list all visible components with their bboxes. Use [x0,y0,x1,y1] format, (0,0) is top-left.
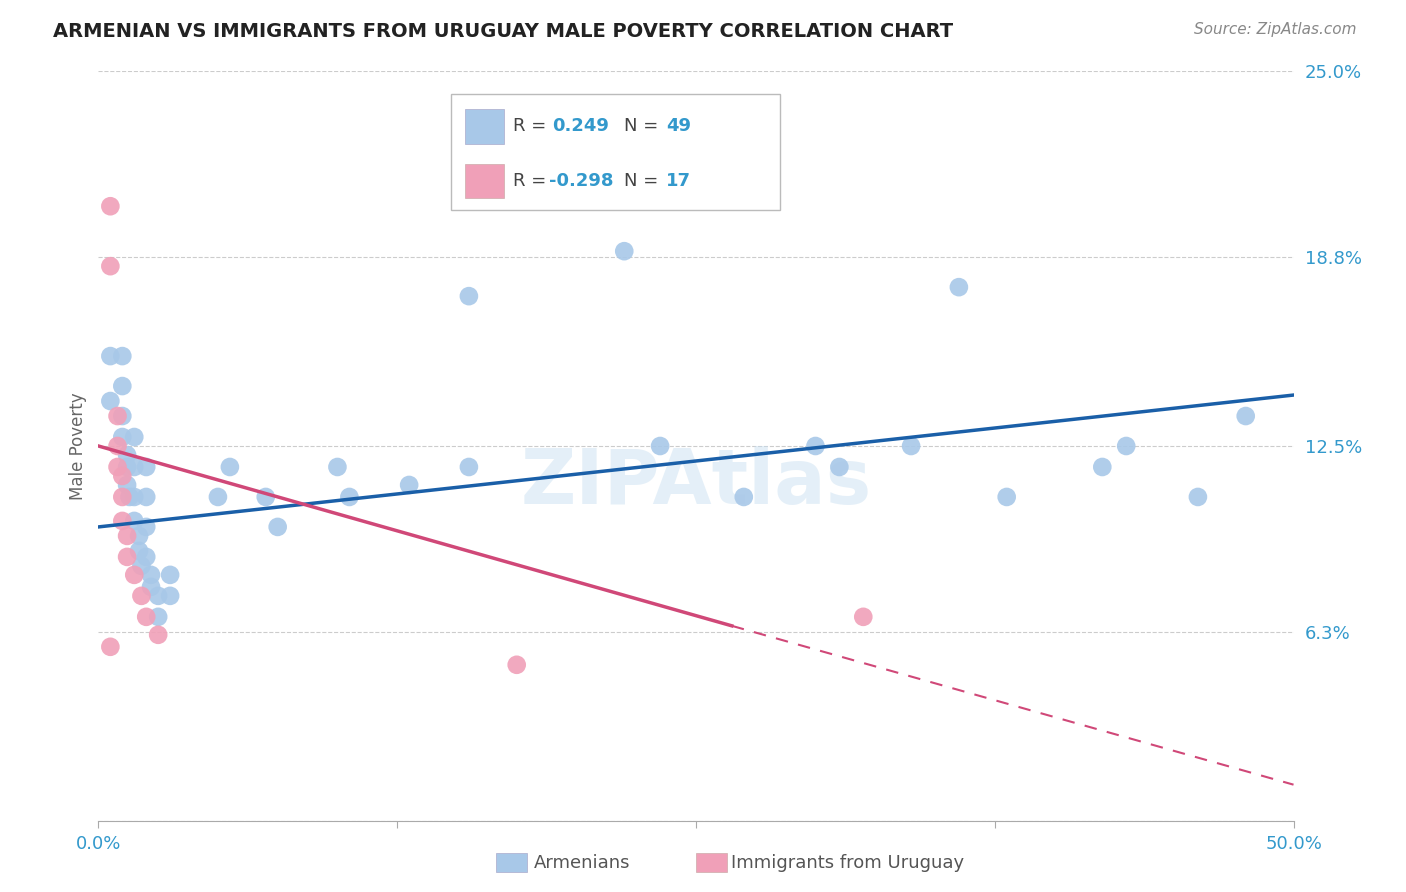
FancyBboxPatch shape [451,94,780,210]
Point [98,259,122,273]
Point [613,244,636,259]
Point [995,490,1018,504]
Text: N =: N = [624,172,658,190]
Point [128,529,150,543]
Point [128,544,150,558]
Point [458,289,481,303]
Point [124,430,146,444]
Text: 0.249: 0.249 [553,118,609,136]
FancyBboxPatch shape [465,163,503,198]
Point [115,448,138,462]
Point [900,439,922,453]
Text: -0.298: -0.298 [548,172,613,190]
Point [111,430,134,444]
Point [398,478,420,492]
Text: 49: 49 [666,118,692,136]
Point [98,199,122,213]
Point [948,280,970,294]
Text: 17: 17 [666,172,692,190]
Point [506,657,529,672]
Point [107,460,129,475]
Point [135,460,157,475]
Point [124,460,146,475]
Point [115,460,138,475]
Point [139,580,162,594]
Point [115,478,138,492]
Point [159,589,181,603]
Point [1091,460,1114,475]
Text: ZIPAtlas: ZIPAtlas [520,447,872,520]
Text: ARMENIAN VS IMMIGRANTS FROM URUGUAY MALE POVERTY CORRELATION CHART: ARMENIAN VS IMMIGRANTS FROM URUGUAY MALE… [53,22,953,41]
Point [148,589,170,603]
Point [111,379,134,393]
Y-axis label: Male Poverty: Male Poverty [69,392,87,500]
Point [131,589,153,603]
Point [852,610,875,624]
Point [267,520,290,534]
Text: Immigrants from Uruguay: Immigrants from Uruguay [731,855,965,872]
Point [1115,439,1137,453]
Point [124,514,146,528]
Point [207,490,229,504]
Point [135,490,157,504]
Text: R =: R = [513,172,547,190]
Point [111,490,134,504]
Point [828,460,851,475]
Point [219,460,242,475]
Point [339,490,361,504]
Point [124,490,146,504]
Point [1187,490,1209,504]
Text: R =: R = [513,118,547,136]
Point [804,439,827,453]
Point [326,460,349,475]
Point [111,349,134,363]
Text: Source: ZipAtlas.com: Source: ZipAtlas.com [1194,22,1357,37]
Point [98,349,122,363]
Point [148,628,170,642]
Point [115,549,138,564]
Point [131,558,153,573]
Text: Armenians: Armenians [534,855,631,872]
Point [135,549,157,564]
Point [648,439,672,453]
Point [115,529,138,543]
Point [98,640,122,654]
Point [458,460,481,475]
Point [98,394,122,409]
Point [1234,409,1257,423]
Point [107,439,129,453]
Point [107,409,129,423]
Point [148,610,170,624]
Point [254,490,277,504]
FancyBboxPatch shape [465,109,503,144]
Text: N =: N = [624,118,658,136]
Point [118,490,141,504]
Point [135,610,157,624]
Point [589,154,612,169]
Point [124,567,146,582]
Point [111,409,134,423]
Point [111,469,134,483]
Point [159,567,181,582]
Point [733,490,755,504]
Point [139,567,162,582]
Point [111,514,134,528]
Point [135,520,157,534]
